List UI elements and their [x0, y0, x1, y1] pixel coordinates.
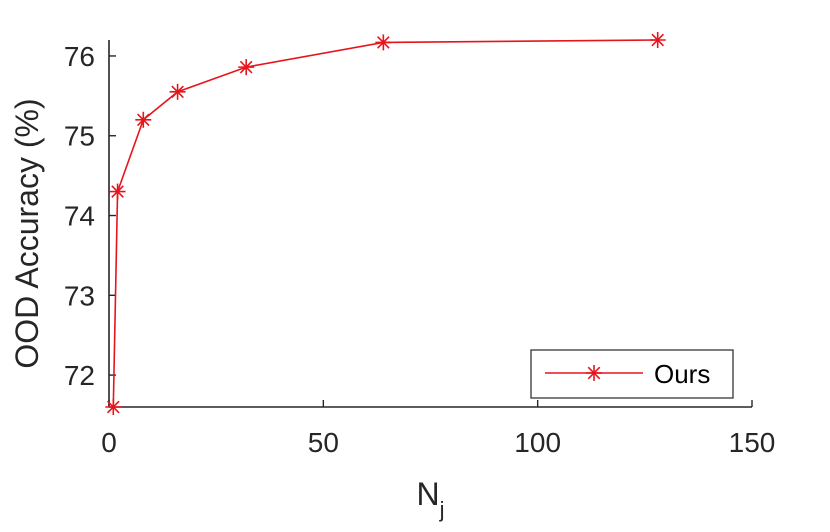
data-point — [375, 34, 392, 51]
x-axis-label: Nj — [417, 476, 445, 522]
legend-marker-star — [586, 365, 602, 381]
legend: Ours — [530, 349, 734, 399]
y-tick-label: 73 — [64, 280, 95, 311]
axes — [108, 40, 752, 408]
data-point — [238, 59, 255, 76]
y-tick-label: 76 — [64, 41, 95, 72]
data-point — [105, 399, 122, 415]
x-tick-label: 0 — [101, 427, 117, 458]
y-tick-label: 75 — [64, 121, 95, 152]
y-tick-label: 74 — [64, 201, 95, 232]
y-tick-label: 72 — [64, 360, 95, 391]
legend-marker — [586, 365, 602, 381]
x-ticks: 0 50 100 150 — [101, 400, 775, 458]
x-axis-label-main: N — [417, 476, 440, 512]
data-point — [649, 32, 666, 48]
legend-box — [530, 349, 734, 399]
x-tick-label: 150 — [729, 427, 776, 458]
y-ticks: 72 73 74 75 76 — [64, 41, 116, 391]
x-tick-label: 100 — [514, 427, 561, 458]
x-axis-label-subscript: j — [439, 497, 445, 522]
legend-series-name: Ours — [654, 359, 710, 389]
data-point — [135, 111, 152, 128]
y-axis-label: OOD Accuracy (%) — [9, 98, 45, 368]
data-point — [109, 183, 126, 200]
plot-series — [105, 32, 666, 415]
data-point — [169, 83, 186, 100]
x-tick-label: 50 — [308, 427, 339, 458]
